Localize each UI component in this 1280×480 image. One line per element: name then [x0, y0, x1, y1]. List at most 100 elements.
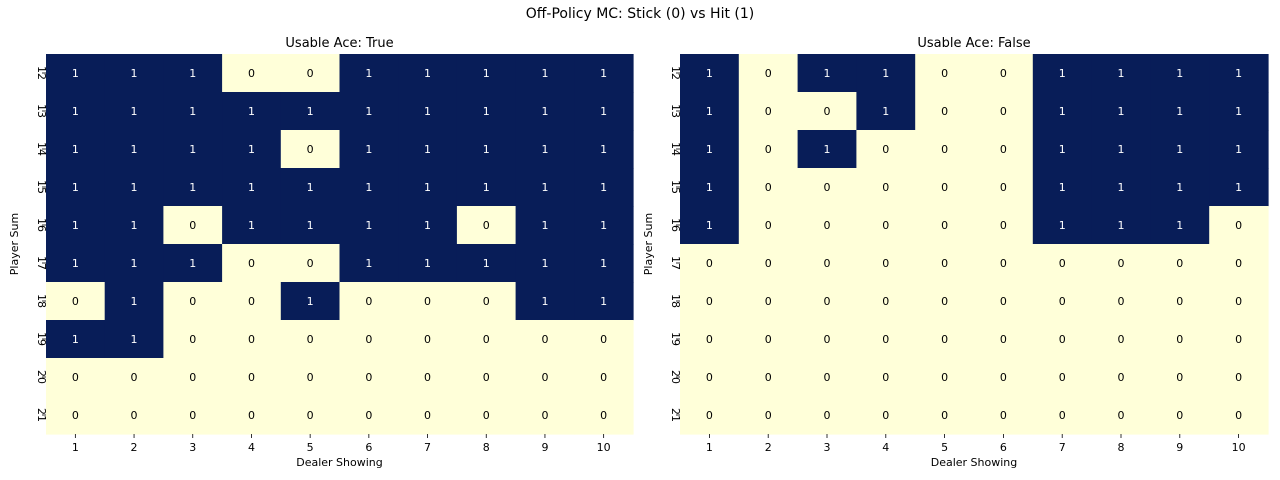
cell-value-label: 1: [541, 295, 548, 308]
cell-value-label: 1: [1176, 67, 1183, 80]
heatmap-cell: [515, 396, 575, 435]
figure-title: Off-Policy MC: Stick (0) vs Hit (1): [525, 6, 755, 22]
heatmap-cell: [574, 92, 634, 131]
cell-value-label: 1: [365, 105, 372, 118]
cell-value-label: 1: [131, 333, 138, 346]
heatmap-cell: [104, 168, 164, 207]
heatmap-cell: [1091, 282, 1151, 321]
heatmap-cell: [738, 54, 799, 93]
heatmap-cell: [280, 92, 341, 131]
heatmap-cell: [46, 244, 106, 283]
heatmap-cell: [1209, 206, 1269, 245]
y-tick-label: 16: [35, 218, 48, 232]
cell-value-label: 0: [1118, 295, 1125, 308]
heatmap-cell: [456, 358, 517, 397]
cell-value-label: 1: [483, 143, 490, 156]
heatmap-cell: [797, 130, 857, 169]
cell-value-label: 0: [882, 409, 889, 422]
cell-value-label: 0: [706, 257, 713, 270]
cell-value-label: 1: [424, 67, 431, 80]
cell-value-label: 1: [131, 143, 138, 156]
cell-value-label: 0: [1118, 371, 1125, 384]
cell-value-label: 0: [941, 257, 948, 270]
cell-value-label: 1: [131, 257, 138, 270]
cell-value-label: 1: [248, 219, 255, 232]
cell-value-label: 1: [189, 67, 196, 80]
heatmap-cell: [222, 282, 282, 321]
cell-value-label: 0: [189, 409, 196, 422]
cell-value-label: 1: [189, 257, 196, 270]
cell-value-label: 1: [424, 143, 431, 156]
cell-value-label: 0: [765, 105, 772, 118]
cell-value-label: 1: [189, 181, 196, 194]
cell-value-label: 0: [483, 333, 490, 346]
heatmap-cell: [163, 206, 223, 245]
heatmap-cell: [456, 320, 517, 359]
cell-value-label: 1: [541, 143, 548, 156]
cell-value-label: 1: [1235, 143, 1242, 156]
heatmap-cell: [974, 282, 1034, 321]
heatmap-cell: [1150, 206, 1210, 245]
heatmap-cell: [280, 358, 341, 397]
cell-value-label: 0: [483, 295, 490, 308]
heatmap-cell: [738, 358, 799, 397]
heatmap-cell: [1032, 244, 1093, 283]
cell-value-label: 0: [1000, 409, 1007, 422]
heatmap-cell: [974, 54, 1034, 93]
y-tick-label: 17: [669, 256, 682, 270]
heatmap-cell: [574, 320, 634, 359]
heatmap-cell: [280, 244, 341, 283]
cell-value-label: 1: [600, 105, 607, 118]
heatmap-cell: [398, 130, 458, 169]
cell-value-label: 0: [706, 409, 713, 422]
heatmap-cell: [222, 244, 282, 283]
cell-value-label: 0: [248, 333, 255, 346]
cell-value-label: 0: [824, 295, 831, 308]
cell-value-label: 0: [1000, 105, 1007, 118]
cell-value-label: 0: [1000, 257, 1007, 270]
cell-value-label: 0: [765, 295, 772, 308]
cell-value-label: 1: [365, 181, 372, 194]
cell-value-label: 1: [824, 143, 831, 156]
cell-value-label: 0: [307, 257, 314, 270]
heatmap-cell: [515, 130, 575, 169]
cell-value-label: 0: [882, 295, 889, 308]
heatmap-cell: [1032, 92, 1093, 131]
cell-value-label: 0: [1059, 257, 1066, 270]
heatmap-cell: [280, 168, 341, 207]
heatmap-cell: [46, 130, 106, 169]
heatmap-cell: [339, 54, 399, 93]
heatmap-cell: [339, 282, 399, 321]
cell-value-label: 0: [941, 143, 948, 156]
cell-value-label: 0: [1000, 67, 1007, 80]
heatmap-cell: [738, 92, 799, 131]
y-tick-label: 17: [35, 256, 48, 270]
cell-value-label: 1: [72, 143, 79, 156]
heatmap-cell: [398, 206, 458, 245]
cell-value-label: 1: [131, 105, 138, 118]
heatmap-cell: [574, 168, 634, 207]
heatmap-cell: [974, 206, 1034, 245]
cell-value-label: 0: [189, 371, 196, 384]
heatmap-cell: [738, 320, 799, 359]
cell-value-label: 1: [882, 105, 889, 118]
x-tick-label: 6: [365, 441, 372, 454]
cell-value-label: 0: [307, 67, 314, 80]
heatmap-cell: [222, 168, 282, 207]
cell-value-label: 0: [824, 371, 831, 384]
cell-value-label: 0: [1235, 409, 1242, 422]
heatmap-cell: [1150, 396, 1210, 435]
heatmap-cell: [456, 282, 517, 321]
cell-value-label: 0: [1000, 219, 1007, 232]
cell-value-label: 0: [365, 295, 372, 308]
cell-value-label: 1: [72, 67, 79, 80]
x-tick-label: 6: [1000, 441, 1007, 454]
heatmap-cell: [915, 130, 975, 169]
heatmap-cell: [456, 168, 517, 207]
heatmap-cell: [574, 54, 634, 93]
cell-value-label: 0: [600, 333, 607, 346]
cell-value-label: 0: [941, 409, 948, 422]
cell-value-label: 1: [541, 257, 548, 270]
cell-value-label: 0: [248, 409, 255, 422]
heatmap-cell: [680, 54, 740, 93]
